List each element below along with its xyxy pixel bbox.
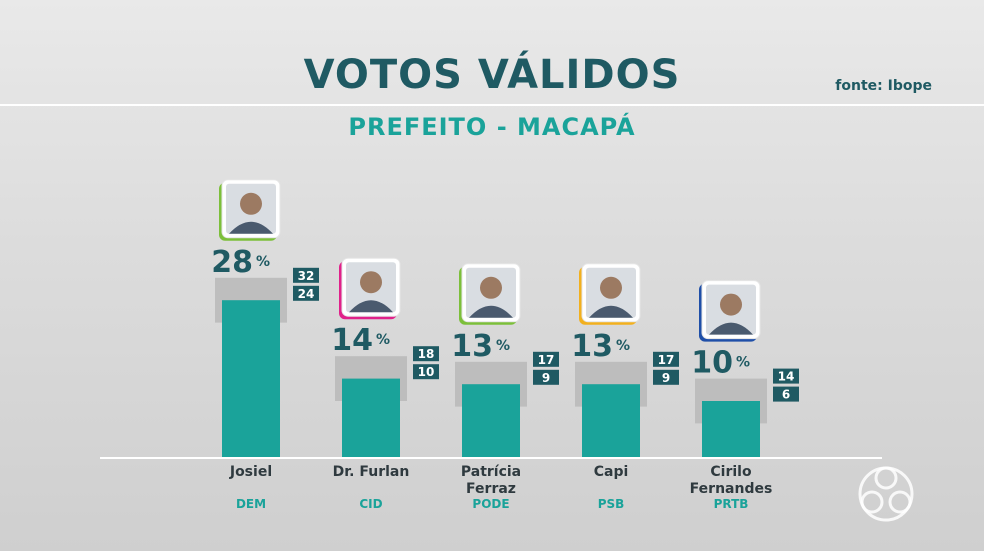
range-low-label: 24 xyxy=(298,287,315,301)
range-high-box xyxy=(413,346,439,362)
range-low-label: 9 xyxy=(542,371,550,385)
range-low-box xyxy=(653,369,679,385)
candidate-face-icon xyxy=(600,276,622,299)
bar xyxy=(222,300,280,457)
candidate-name: Capi xyxy=(594,464,629,480)
candidate-shoulders-icon xyxy=(349,300,393,313)
percent-sign: % xyxy=(376,332,390,348)
range-low-label: 6 xyxy=(782,388,790,402)
candidate-name: Josiel xyxy=(229,464,272,480)
bar xyxy=(462,384,520,457)
range-high-label: 18 xyxy=(418,347,435,361)
value-label: 13 xyxy=(451,329,493,364)
candidate-name: Cirilo xyxy=(710,464,752,480)
party-label: DEM xyxy=(236,497,266,511)
bar xyxy=(582,384,640,457)
range-high-label: 32 xyxy=(298,269,315,283)
party-label: CID xyxy=(359,497,382,511)
range-low-label: 10 xyxy=(418,365,435,379)
candidate-face-icon xyxy=(240,192,262,215)
range-low-box xyxy=(533,369,559,385)
range-low-box xyxy=(413,364,439,380)
percent-sign: % xyxy=(616,338,630,354)
candidate-face-icon xyxy=(480,276,502,299)
range-high-label: 17 xyxy=(658,353,675,367)
range-high-box xyxy=(293,267,319,283)
candidate-shoulders-icon xyxy=(709,322,753,335)
value-label: 28 xyxy=(211,245,253,280)
candidate-shoulders-icon xyxy=(589,305,633,318)
candidate-name: Ferraz xyxy=(466,481,516,497)
percent-sign: % xyxy=(736,355,750,371)
source-label: fonte: Ibope xyxy=(835,78,932,94)
candidate-face-icon xyxy=(360,271,382,294)
chart-subtitle: PREFEITO - MACAPÁ xyxy=(348,113,636,141)
value-label: 13 xyxy=(571,329,613,364)
candidate-name: Patrícia xyxy=(461,464,521,480)
bar xyxy=(702,401,760,457)
chart-title: VOTOS VÁLIDOS xyxy=(303,52,681,98)
party-label: PRTB xyxy=(714,497,749,511)
range-low-label: 9 xyxy=(662,371,670,385)
candidate-name: Dr. Furlan xyxy=(333,464,410,480)
range-low-box xyxy=(773,386,799,402)
candidate-name: Fernandes xyxy=(690,481,773,497)
value-label: 14 xyxy=(331,323,373,358)
candidate-shoulders-icon xyxy=(229,221,273,234)
party-label: PSB xyxy=(598,497,625,511)
range-high-label: 17 xyxy=(538,353,555,367)
bar xyxy=(342,378,400,457)
percent-sign: % xyxy=(496,338,510,354)
range-low-box xyxy=(293,285,319,301)
candidate-shoulders-icon xyxy=(469,305,513,318)
range-high-box xyxy=(533,351,559,367)
percent-sign: % xyxy=(256,254,270,270)
title-divider xyxy=(0,104,984,106)
range-high-label: 14 xyxy=(778,370,795,384)
party-label: PODE xyxy=(472,497,509,511)
range-high-box xyxy=(773,368,799,384)
broadcaster-logo-icon xyxy=(858,466,914,522)
candidate-face-icon xyxy=(720,293,742,316)
value-label: 10 xyxy=(691,346,733,381)
range-high-box xyxy=(653,351,679,367)
